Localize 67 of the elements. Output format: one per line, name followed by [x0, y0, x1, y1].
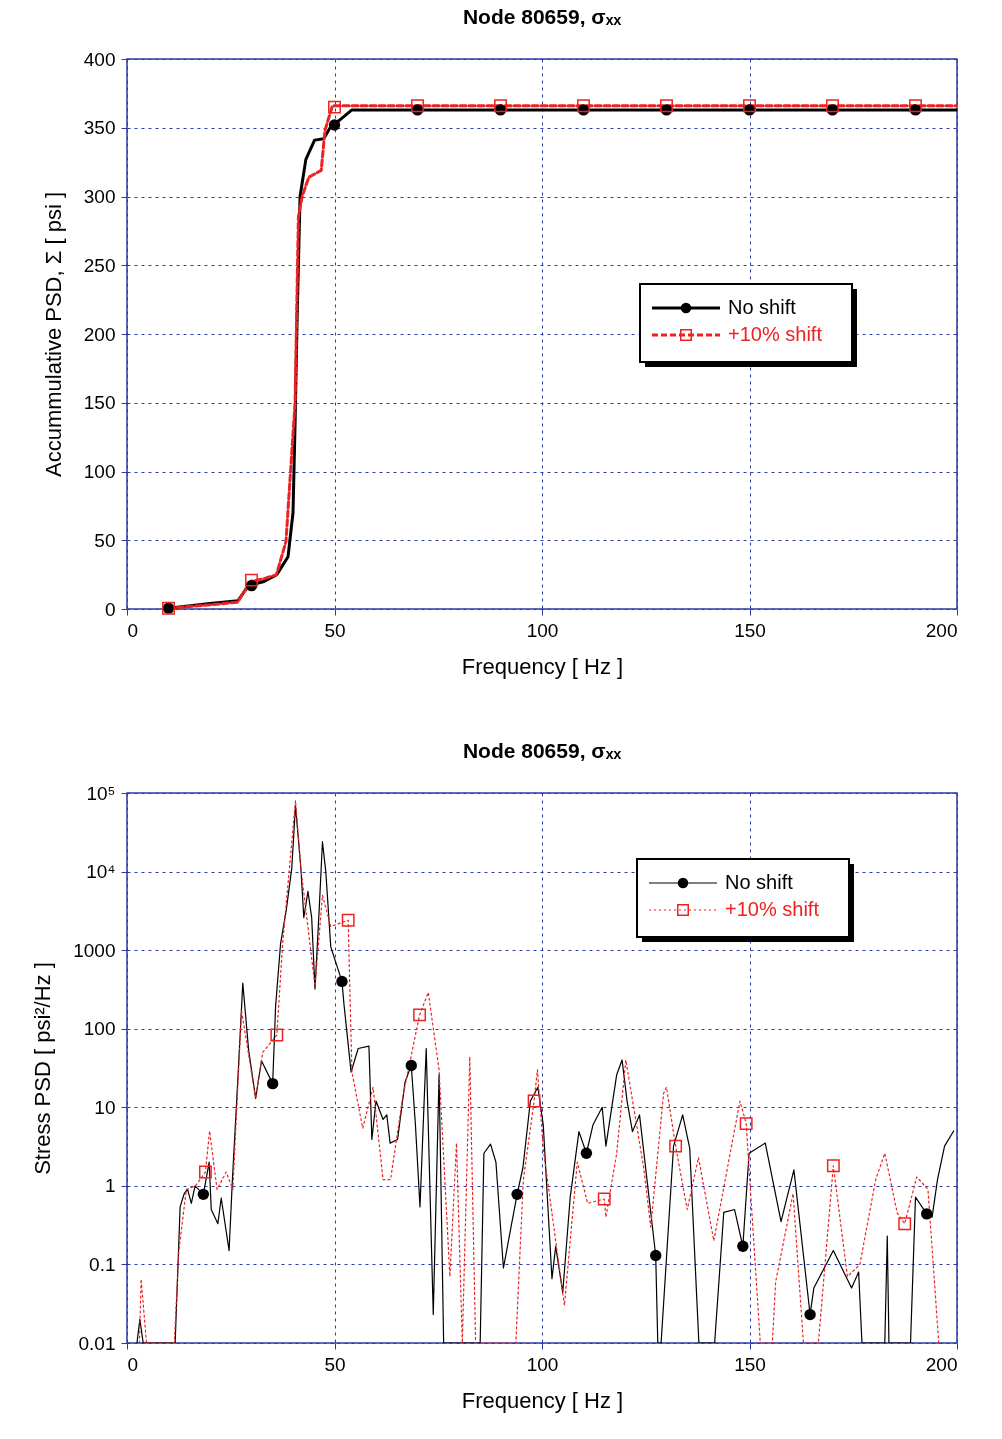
y-tick-label: 200: [83, 323, 116, 345]
point: [597, 1192, 611, 1206]
y-tick-label: 1: [104, 1175, 116, 1197]
y-tick-label: 100: [83, 1018, 116, 1040]
x-tick-label: 50: [324, 1353, 346, 1375]
point: [660, 99, 673, 113]
y-tick-label: 0: [104, 598, 116, 620]
point: [739, 1117, 753, 1131]
point: [198, 1165, 212, 1179]
y-tick-label: 150: [83, 392, 116, 414]
y-tick-label: 350: [83, 117, 116, 139]
legend-label: No shift: [728, 296, 797, 318]
x-tick-label: 0: [127, 1353, 139, 1375]
x-axis-title: Frequency [ Hz ]: [461, 1387, 624, 1413]
point: [405, 1059, 417, 1072]
legend-label: No shift: [725, 871, 794, 893]
x-tick-label: 200: [925, 619, 958, 641]
chart-title: Node 80659, σₓₓ: [462, 5, 622, 28]
point: [494, 99, 507, 113]
point: [580, 1147, 593, 1159]
legend-label: +10% shift: [728, 323, 823, 345]
point: [737, 1240, 749, 1253]
point: [898, 1217, 912, 1231]
y-axis-title: Accummulative PSD, Σ [ psi ]: [40, 191, 66, 478]
point: [411, 99, 424, 113]
point: [266, 1077, 279, 1090]
x-tick-label: 150: [734, 619, 766, 641]
point: [197, 1188, 210, 1201]
point: [527, 1094, 541, 1108]
y-axis-title: Stress PSD [ psi²/Hz ]: [30, 962, 56, 1175]
point: [245, 573, 258, 587]
legend-label: +10% shift: [725, 898, 820, 920]
point: [743, 99, 756, 113]
y-tick-label: 10⁴: [86, 861, 116, 883]
point: [650, 1249, 662, 1262]
x-axis-title: Frequency [ Hz ]: [461, 653, 624, 679]
point: [577, 99, 590, 113]
y-tick-label: 300: [83, 186, 116, 207]
point: [270, 1028, 284, 1042]
x-tick-label: 50: [324, 619, 346, 641]
y-tick-label: 10: [94, 1096, 116, 1118]
point: [511, 1188, 523, 1201]
point: [669, 1139, 683, 1153]
point: [413, 1008, 427, 1022]
point: [921, 1208, 933, 1220]
y-tick-label: 100: [83, 461, 116, 482]
point: [909, 99, 922, 113]
point: [328, 100, 341, 114]
x-tick-label: 100: [526, 1353, 559, 1375]
point: [804, 1308, 816, 1321]
point: [336, 975, 348, 988]
y-tick-label: 400: [83, 48, 116, 70]
x-tick-label: 200: [925, 1353, 958, 1375]
point: [826, 99, 839, 113]
chart-title: Node 80659, σₓₓ: [462, 739, 622, 762]
x-tick-label: 150: [734, 1353, 766, 1375]
y-tick-label: 50: [94, 529, 116, 551]
point: [341, 913, 355, 927]
point: [826, 1159, 840, 1173]
x-tick-label: 100: [526, 619, 559, 641]
y-tick-label: 0.01: [78, 1332, 116, 1354]
y-tick-label: 250: [83, 254, 116, 276]
y-tick-label: 0.1: [89, 1253, 116, 1275]
point: [328, 119, 341, 131]
y-tick-label: 1000: [73, 939, 116, 961]
y-tick-label: 10⁵: [86, 782, 116, 804]
x-tick-label: 0: [127, 619, 139, 641]
